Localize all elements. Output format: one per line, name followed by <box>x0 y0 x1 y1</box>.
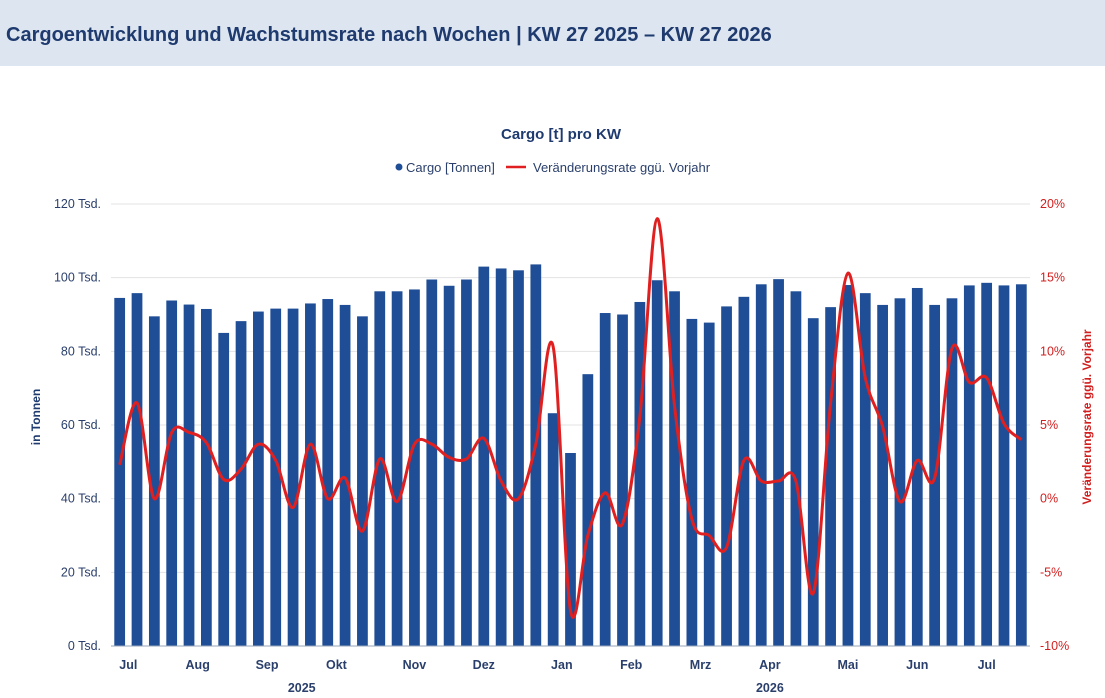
cargo-bar[interactable] <box>894 298 906 646</box>
cargo-bar[interactable] <box>287 308 299 646</box>
cargo-bar[interactable] <box>461 279 472 646</box>
y2-tick-label: -10% <box>1040 639 1069 653</box>
cargo-bar[interactable] <box>426 279 438 646</box>
cargo-bar[interactable] <box>218 332 230 646</box>
cargo-bar[interactable] <box>1015 284 1027 646</box>
cargo-bar[interactable] <box>547 413 559 646</box>
x-month-label: Jul <box>978 658 996 672</box>
x-month-label: Apr <box>759 658 781 672</box>
y-tick-label: 0 Tsd. <box>68 639 101 653</box>
y-tick-label: 100 Tsd. <box>54 271 101 285</box>
x-month-label: Nov <box>403 658 427 672</box>
cargo-bar[interactable] <box>669 291 680 646</box>
cargo-bar[interactable] <box>148 316 160 646</box>
cargo-bar[interactable] <box>946 298 958 646</box>
x-axis-ticks: Jul Aug Sep Okt Nov Dez Jan Feb Mrz Apr Mai Jun Jul 2… <box>119 658 995 695</box>
cargo-bar[interactable] <box>998 285 1010 646</box>
y-tick-label: 40 Tsd. <box>61 492 101 506</box>
cargo-bar[interactable] <box>842 285 854 646</box>
legend-bar-marker <box>395 163 403 171</box>
cargo-bar[interactable] <box>755 284 767 646</box>
cargo-bar[interactable] <box>235 321 247 646</box>
x-month-label: Mai <box>838 658 859 672</box>
cargo-bar[interactable] <box>686 318 698 646</box>
cargo-bar[interactable] <box>617 314 628 647</box>
y2-tick-label: 10% <box>1040 344 1065 358</box>
cargo-bar[interactable] <box>859 293 871 646</box>
y2-tick-label: 15% <box>1040 271 1065 285</box>
rate-line <box>118 217 1023 619</box>
cargo-bar[interactable] <box>357 316 368 646</box>
cargo-bar[interactable] <box>409 289 420 646</box>
cargo-bar[interactable] <box>478 266 490 646</box>
cargo-bar[interactable] <box>270 308 282 646</box>
x-month-label: Okt <box>326 658 348 672</box>
y-axis-ticks: 0 Tsd. 20 Tsd. 40 Tsd. 60 Tsd. 80 Tsd. 100 Ts… <box>54 197 101 653</box>
x-year-label: 2025 <box>288 681 316 695</box>
x-month-label: Jul <box>119 658 137 672</box>
y-tick-label: 60 Tsd. <box>61 418 101 432</box>
cargo-bar[interactable] <box>166 300 178 646</box>
y2-axis-ticks: -10% -5% 0% 5% 10% 15% 20% <box>1040 197 1069 653</box>
cargo-bar[interactable] <box>773 279 784 646</box>
x-month-label: Feb <box>620 658 643 672</box>
cargo-bar[interactable] <box>738 296 750 646</box>
cargo-bar[interactable] <box>443 285 455 646</box>
x-month-label: Dez <box>473 658 495 672</box>
x-month-label: Aug <box>186 658 210 672</box>
header-bar: Cargoentwicklung und Wachstumsrate nach … <box>0 0 1105 66</box>
cargo-bar[interactable] <box>200 308 212 646</box>
x-month-label: Mrz <box>690 658 712 672</box>
x-month-label: Sep <box>256 658 279 672</box>
cargo-bar[interactable] <box>721 306 732 646</box>
cargo-bar[interactable] <box>495 268 507 646</box>
legend[interactable]: Cargo [Tonnen] Veränderungsrate ggü. Vor… <box>395 160 711 175</box>
cargo-bar[interactable] <box>513 270 524 646</box>
cargo-bar[interactable] <box>131 293 143 646</box>
chart-title: Cargo [t] pro KW <box>501 126 622 143</box>
cargo-bar[interactable] <box>790 291 802 646</box>
cargo-bar[interactable] <box>825 307 836 646</box>
cargo-bar[interactable] <box>183 304 195 646</box>
cargo-bar[interactable] <box>599 313 611 646</box>
cargo-bar[interactable] <box>981 282 993 646</box>
y2-tick-label: 5% <box>1040 418 1058 432</box>
cargo-bar[interactable] <box>339 304 351 646</box>
cargo-bar[interactable] <box>703 322 715 646</box>
cargo-bar[interactable] <box>911 287 923 646</box>
cargo-bar[interactable] <box>877 304 888 646</box>
y2-tick-label: 20% <box>1040 197 1065 211</box>
page-title: Cargoentwicklung und Wachstumsrate nach … <box>6 24 772 46</box>
y-tick-label: 80 Tsd. <box>61 344 101 358</box>
bar-series <box>114 264 1027 647</box>
cargo-bar[interactable] <box>322 299 334 646</box>
cargo-bar[interactable] <box>651 280 663 646</box>
x-month-label: Jun <box>906 658 928 672</box>
legend-bar-label: Cargo [Tonnen] <box>406 160 495 175</box>
cargo-bar[interactable] <box>374 291 386 646</box>
y2-axis-label: Veränderungsrate ggü. Vorjahr <box>1080 329 1094 504</box>
y-tick-label: 120 Tsd. <box>54 197 101 211</box>
cargo-bar[interactable] <box>253 311 264 646</box>
y2-tick-label: 0% <box>1040 492 1058 506</box>
cargo-bar[interactable] <box>963 285 975 646</box>
cargo-bar[interactable] <box>565 452 576 646</box>
legend-line-label: Veränderungsrate ggü. Vorjahr <box>533 160 711 175</box>
cargo-bar[interactable] <box>634 301 646 646</box>
x-year-label: 2026 <box>756 681 784 695</box>
cargo-bar[interactable] <box>530 264 542 646</box>
y-axis-label: in Tonnen <box>29 389 43 445</box>
x-month-label: Jan <box>551 658 573 672</box>
cargo-bar[interactable] <box>807 318 819 646</box>
y-tick-label: 20 Tsd. <box>61 565 101 579</box>
cargo-bar[interactable] <box>391 291 403 646</box>
cargo-bar[interactable] <box>582 374 594 646</box>
cargo-bar[interactable] <box>305 303 316 646</box>
cargo-bar[interactable] <box>114 297 126 646</box>
y2-tick-label: -5% <box>1040 565 1062 579</box>
